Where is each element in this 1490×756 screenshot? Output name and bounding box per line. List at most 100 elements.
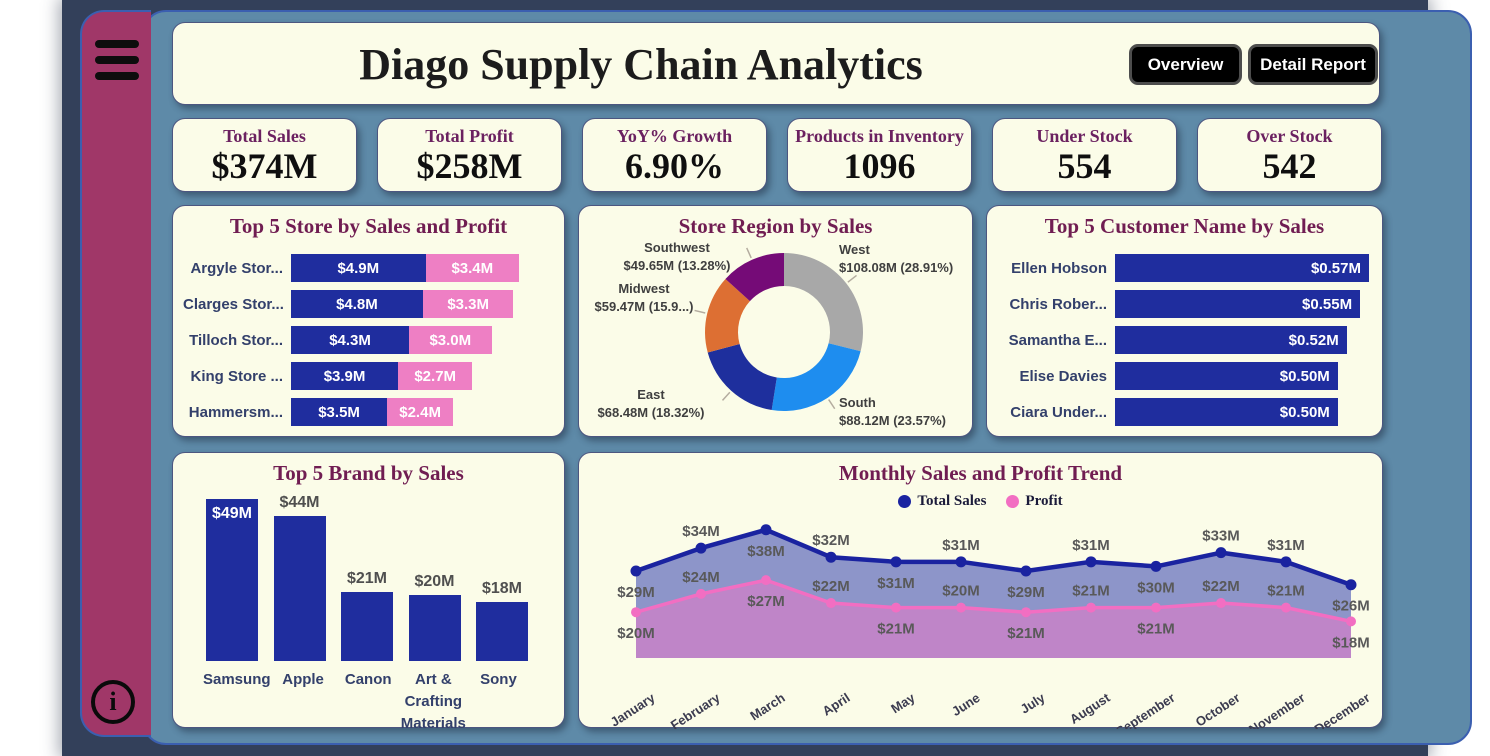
profit-point[interactable] [1281, 602, 1291, 613]
total-sales-point[interactable] [760, 524, 772, 536]
brand-column: $21M [338, 570, 396, 661]
total-sales-data-label: $26M [1332, 598, 1370, 615]
legend-item-profit[interactable]: Profit [1006, 493, 1063, 510]
panel-top5-brand: Top 5 Brand by Sales $49M $44M $21M $20M $18… [172, 452, 565, 732]
kpi-value: 6.90% [625, 146, 724, 186]
customer-bar[interactable]: $0.52M [1115, 326, 1347, 354]
profit-point[interactable] [956, 602, 966, 613]
kpi-value: 554 [1057, 146, 1112, 186]
customer-bar-wrap: $0.50M [1115, 362, 1338, 390]
profit-point[interactable] [1216, 598, 1226, 609]
profit-bar-segment[interactable]: $3.4M [425, 254, 519, 282]
page-title: Diago Supply Chain Analytics [359, 40, 923, 89]
panel-title: Monthly Sales and Profit Trend [838, 461, 1123, 485]
brand-value-label: $18M [481, 579, 523, 597]
customer-category-label: Chris Rober... [1009, 295, 1107, 313]
total-sales-point[interactable] [955, 556, 967, 568]
info-circle-icon[interactable]: i [91, 680, 135, 724]
customer-category-label: Elise Davies [1019, 367, 1107, 385]
customer-bar[interactable]: $0.50M [1115, 362, 1338, 390]
store-row: Hammersm... $3.5M $2.4M [183, 398, 554, 426]
store-row: Argyle Stor... $4.9M $3.4M [183, 254, 554, 282]
donut-leader-line [828, 399, 836, 410]
customer-bar-wrap: $0.52M [1115, 326, 1347, 354]
brand-column: $49M [203, 499, 261, 661]
brand-bar[interactable] [273, 515, 326, 661]
donut-label-value: $49.65M (13.28%) [623, 258, 731, 274]
donut-label-value: $68.48M (18.32%) [597, 405, 705, 421]
donut-label-name: South [839, 395, 876, 410]
total-sales-point[interactable] [695, 542, 707, 554]
sales-bar-segment[interactable]: $3.5M [291, 398, 388, 426]
store-stacked-bar: $4.9M $3.4M [291, 254, 519, 282]
profit-point[interactable] [631, 607, 641, 618]
customer-bar[interactable]: $0.50M [1115, 398, 1338, 426]
legend-item-total-sales[interactable]: Total Sales [898, 493, 986, 510]
total-sales-point[interactable] [1150, 560, 1162, 572]
brand-bar[interactable]: $49M [206, 499, 258, 661]
brand-axis-label: Art & Crafting Materials [400, 671, 466, 732]
customer-bar-wrap: $0.57M [1115, 254, 1369, 282]
sales-bar-segment[interactable]: $4.3M [291, 326, 410, 354]
brand-axis-labels: Samsung Apple Canon Art & Crafting Material… [203, 669, 531, 734]
customer-row: Elise Davies $0.50M [997, 362, 1372, 390]
donut-label-name: Midwest [618, 281, 670, 296]
total-sales-point[interactable] [890, 556, 902, 568]
brand-bar[interactable] [408, 594, 461, 661]
customer-row: Samantha E... $0.52M [997, 326, 1372, 354]
profit-bar-segment[interactable]: $2.7M [398, 362, 473, 390]
store-category-label: King Store ... [190, 367, 283, 385]
donut-slice-south[interactable] [771, 343, 861, 411]
brand-bar[interactable] [476, 601, 528, 661]
customer-bar[interactable]: $0.55M [1115, 290, 1361, 318]
donut-slice-west[interactable] [784, 253, 863, 352]
sales-bar-segment[interactable]: $3.9M [291, 362, 399, 390]
profit-point[interactable] [761, 575, 771, 586]
profit-data-label: $21M [1137, 621, 1175, 638]
panel-title: Store Region by Sales [678, 214, 873, 238]
customer-bar-wrap: $0.55M [1115, 290, 1361, 318]
profit-point[interactable] [1346, 616, 1356, 627]
total-sales-point[interactable] [1280, 556, 1292, 568]
profit-point[interactable] [891, 602, 901, 613]
hamburger-menu-icon[interactable] [95, 40, 139, 88]
detail-report-button[interactable]: Detail Report [1248, 44, 1378, 85]
donut-slice-southwest[interactable] [725, 253, 784, 302]
panel-title: Top 5 Brand by Sales [273, 461, 464, 485]
profit-point[interactable] [826, 598, 836, 609]
donut-slice-east[interactable] [707, 343, 777, 411]
total-sales-point[interactable] [630, 565, 642, 577]
profit-bar-segment[interactable]: $3.3M [422, 290, 514, 318]
profit-point[interactable] [1086, 602, 1096, 613]
donut-svg [694, 247, 863, 411]
donut-slice-midwest[interactable] [705, 278, 750, 353]
total-sales-point[interactable] [825, 551, 837, 563]
donut-label-midwest: Midwest $59.47M (15.9...) [579, 280, 709, 316]
store-category-label: Clarges Stor... [183, 295, 284, 313]
customer-bar[interactable]: $0.57M [1115, 254, 1369, 282]
total-sales-data-label: $34M [682, 523, 720, 540]
customer-row: Chris Rober... $0.55M [997, 290, 1372, 318]
profit-bar-segment[interactable]: $2.4M [387, 398, 454, 426]
customer-row: Ciara Under... $0.50M [997, 398, 1372, 426]
donut-label-east: East $68.48M (18.32%) [595, 386, 707, 422]
brand-axis-label: Apple [282, 671, 324, 688]
profit-bar-segment[interactable]: $3.0M [409, 326, 492, 354]
profit-point[interactable] [1021, 607, 1031, 618]
profit-point[interactable] [1151, 602, 1161, 613]
total-sales-point[interactable] [1020, 565, 1032, 577]
sales-bar-segment[interactable]: $4.9M [291, 254, 426, 282]
total-sales-point[interactable] [1215, 547, 1227, 559]
total-sales-point[interactable] [1345, 579, 1357, 591]
profit-point[interactable] [696, 588, 706, 599]
store-row: Clarges Stor... $4.8M $3.3M [183, 290, 554, 318]
brand-bar[interactable] [341, 591, 393, 661]
donut-label-value: $108.08M (28.91%) [839, 260, 954, 276]
overview-button[interactable]: Overview [1129, 44, 1242, 85]
month-axis-label: July [1018, 690, 1049, 717]
sales-bar-segment[interactable]: $4.8M [291, 290, 423, 318]
total-sales-line [635, 527, 1352, 587]
total-sales-point[interactable] [1085, 556, 1097, 568]
total-sales-data-label: $38M [747, 543, 785, 560]
month-axis-label: February [668, 690, 723, 729]
